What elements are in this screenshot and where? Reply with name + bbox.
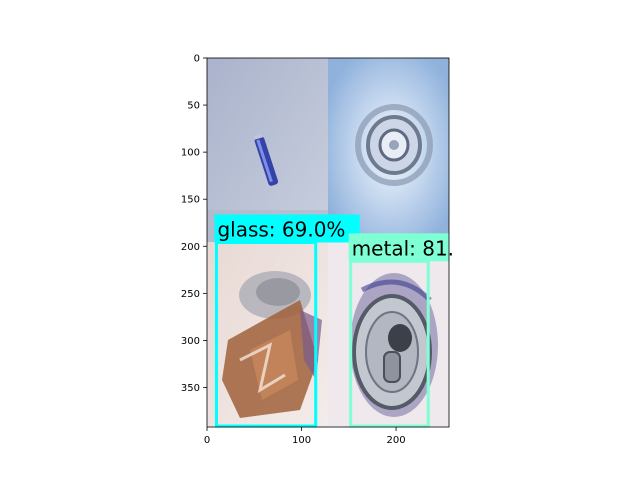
detection-1: metal: 81. bbox=[348, 233, 454, 428]
battery-icon bbox=[253, 133, 279, 186]
x-tick-label: 200 bbox=[387, 435, 406, 446]
tile-battery bbox=[207, 58, 328, 242]
detection-0: glass: 69.0% bbox=[214, 214, 360, 428]
tile-crushed-can bbox=[207, 242, 328, 427]
axes-frame bbox=[206, 57, 450, 428]
y-tick-label: 0 bbox=[194, 54, 200, 65]
y-tick-label: 350 bbox=[181, 383, 200, 394]
y-tick-label: 200 bbox=[181, 242, 200, 253]
x-tick-label: 0 bbox=[204, 435, 210, 446]
detection-label: glass: 69.0% bbox=[217, 218, 345, 242]
y-tick-label: 250 bbox=[181, 289, 200, 300]
tile-bottle-bottom bbox=[328, 58, 449, 242]
y-tick-label: 150 bbox=[181, 195, 200, 206]
detection-label-bg bbox=[348, 233, 449, 262]
tile-can-top bbox=[328, 242, 449, 427]
y-tick-label: 50 bbox=[187, 101, 200, 112]
x-tick-label: 100 bbox=[292, 435, 311, 446]
detection-label: metal: 81. bbox=[352, 236, 454, 260]
y-tick-label: 100 bbox=[181, 148, 200, 159]
detection-label-bg bbox=[214, 214, 360, 243]
y-tick-label: 300 bbox=[181, 336, 200, 347]
